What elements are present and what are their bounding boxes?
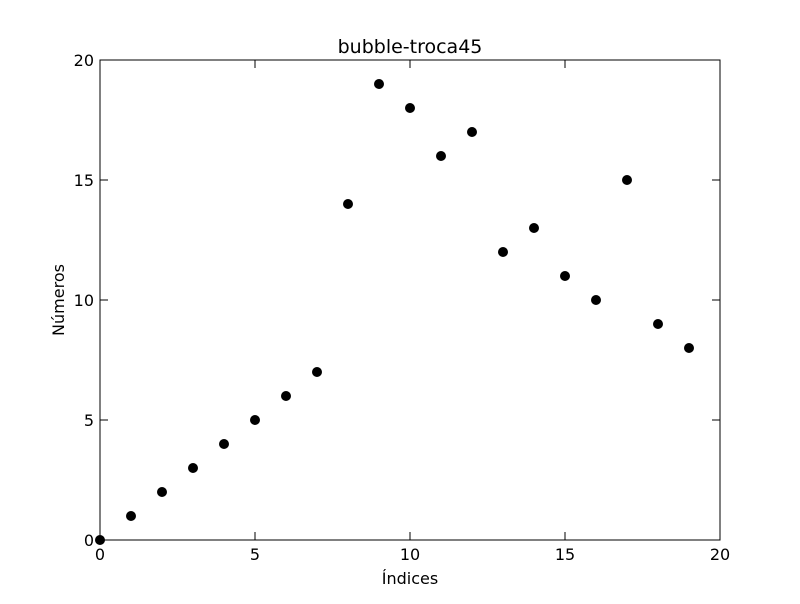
y-tick-label: 10: [74, 291, 94, 310]
data-point: [684, 343, 694, 353]
x-tick-label: 5: [250, 545, 260, 564]
y-axis-title: Números: [49, 264, 68, 336]
data-point: [622, 175, 632, 185]
data-point: [498, 247, 508, 257]
data-point: [343, 199, 353, 209]
x-tick-label: 15: [555, 545, 575, 564]
data-point: [281, 391, 291, 401]
chart-title: bubble-troca45: [338, 36, 483, 58]
data-point: [188, 463, 198, 473]
data-point: [653, 319, 663, 329]
axis-tick-labels: 0 5 10 15 20 0 5 10 15 20: [74, 51, 731, 564]
data-points: [95, 79, 694, 545]
data-point: [560, 271, 570, 281]
x-axis-title: Índices: [382, 569, 438, 588]
data-point: [95, 535, 105, 545]
data-point: [405, 103, 415, 113]
x-tick-label: 10: [400, 545, 420, 564]
data-point: [467, 127, 477, 137]
x-tick-label: 0: [95, 545, 105, 564]
data-point: [374, 79, 384, 89]
y-tick-label: 15: [74, 171, 94, 190]
data-point: [591, 295, 601, 305]
data-point: [219, 439, 229, 449]
data-point: [250, 415, 260, 425]
y-tick-label: 0: [84, 531, 94, 550]
y-tick-label: 5: [84, 411, 94, 430]
data-point: [312, 367, 322, 377]
data-point: [126, 511, 136, 521]
data-point: [436, 151, 446, 161]
data-point: [529, 223, 539, 233]
data-point: [157, 487, 167, 497]
y-tick-label: 20: [74, 51, 94, 70]
x-tick-label: 20: [710, 545, 730, 564]
axis-ticks: [99, 59, 721, 541]
